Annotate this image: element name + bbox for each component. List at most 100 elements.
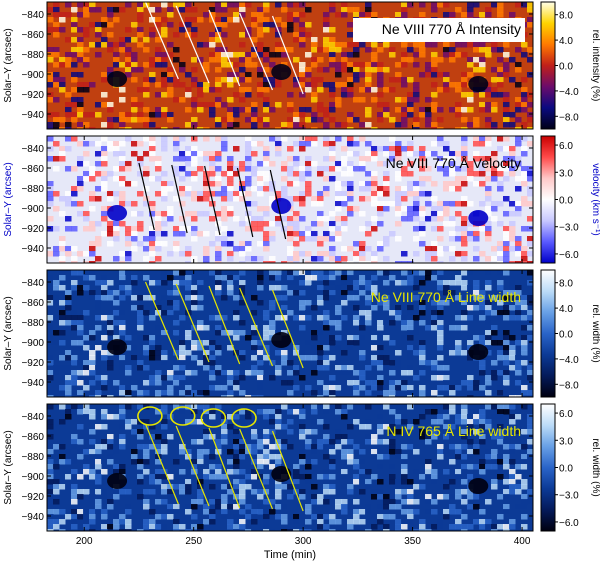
texture-cell [47,474,54,480]
texture-cell [353,97,360,103]
texture-cell [269,330,276,336]
texture-cell [377,439,384,445]
texture-cell [257,42,264,48]
texture-cell [125,2,132,8]
texture-cell [77,82,84,88]
texture-cell [77,395,84,397]
texture-cell [497,340,504,346]
texture-cell [419,211,426,217]
texture-cell [395,72,402,78]
texture-cell [233,216,240,222]
texture-cell [497,370,504,376]
texture-cell [137,171,144,177]
texture-cell [497,72,504,78]
texture-cell [515,290,522,296]
texture-cell [263,7,270,13]
texture-cell [269,300,276,306]
texture-cell [509,519,516,525]
texture-cell [509,395,516,397]
texture-cell [449,216,456,222]
texture-cell [281,315,288,321]
texture-cell [449,181,456,187]
texture-cell [359,290,366,296]
texture-cell [377,201,384,207]
texture-cell [425,216,432,222]
texture-cell [155,335,162,341]
texture-cell [281,216,288,222]
texture-cell [155,62,162,68]
texture-cell [311,275,318,281]
texture-cell [419,524,426,530]
texture-cell [251,166,258,172]
texture-cell [413,499,420,505]
texture-cell [101,102,108,108]
texture-cell [89,251,96,257]
texture-cell [179,27,186,33]
texture-cell [95,221,102,227]
texture-cell [77,340,84,346]
texture-cell [263,524,270,530]
texture-cell [353,385,360,391]
texture-cell [251,310,258,316]
y-tick-label: −860 [21,432,44,443]
texture-cell [503,459,510,465]
texture-cell [281,127,288,129]
texture-cell [275,419,282,425]
texture-cell [383,529,390,531]
texture-cell [431,52,438,58]
texture-cell [335,201,342,207]
x-tick-label: 200 [76,536,93,547]
texture-cell [47,469,54,475]
texture-cell [101,509,108,515]
texture-cell [293,365,300,371]
texture-cell [143,454,150,460]
texture-cell [215,221,222,227]
texture-cell [341,385,348,391]
texture-cell [155,524,162,530]
texture-cell [101,290,108,296]
texture-cell [197,17,204,23]
texture-cell [347,454,354,460]
texture-cell [155,241,162,247]
texture-cell [509,469,516,475]
y-tick-label: −900 [21,70,44,81]
texture-cell [491,325,498,331]
texture-cell [353,72,360,78]
texture-cell [89,395,96,397]
texture-cell [455,315,462,321]
texture-cell [275,42,282,48]
texture-cell [401,335,408,341]
texture-cell [53,519,60,525]
texture-cell [425,439,432,445]
texture-cell [455,236,462,242]
texture-cell [353,499,360,505]
texture-cell [167,206,174,212]
texture-cell [485,196,492,202]
texture-cell [401,489,408,495]
texture-cell [305,52,312,58]
texture-cell [515,315,522,321]
texture-cell [401,186,408,192]
texture-cell [389,385,396,391]
texture-cell [347,295,354,301]
texture-cell [341,2,348,8]
texture-cell [185,2,192,8]
texture-cell [527,171,533,177]
texture-cell [527,365,533,371]
texture-cell [149,7,156,13]
texture-cell [203,340,210,346]
texture-cell [437,206,444,212]
texture-cell [89,514,96,520]
texture-cell [209,484,216,490]
texture-cell [101,122,108,128]
texture-cell [389,136,396,142]
texture-cell [275,270,282,276]
texture-cell [473,414,480,420]
texture-cell [251,449,258,455]
texture-cell [443,365,450,371]
texture-cell [287,380,294,386]
texture-cell [425,107,432,113]
texture-cell [221,47,228,53]
texture-cell [347,151,354,157]
texture-cell [257,444,264,450]
